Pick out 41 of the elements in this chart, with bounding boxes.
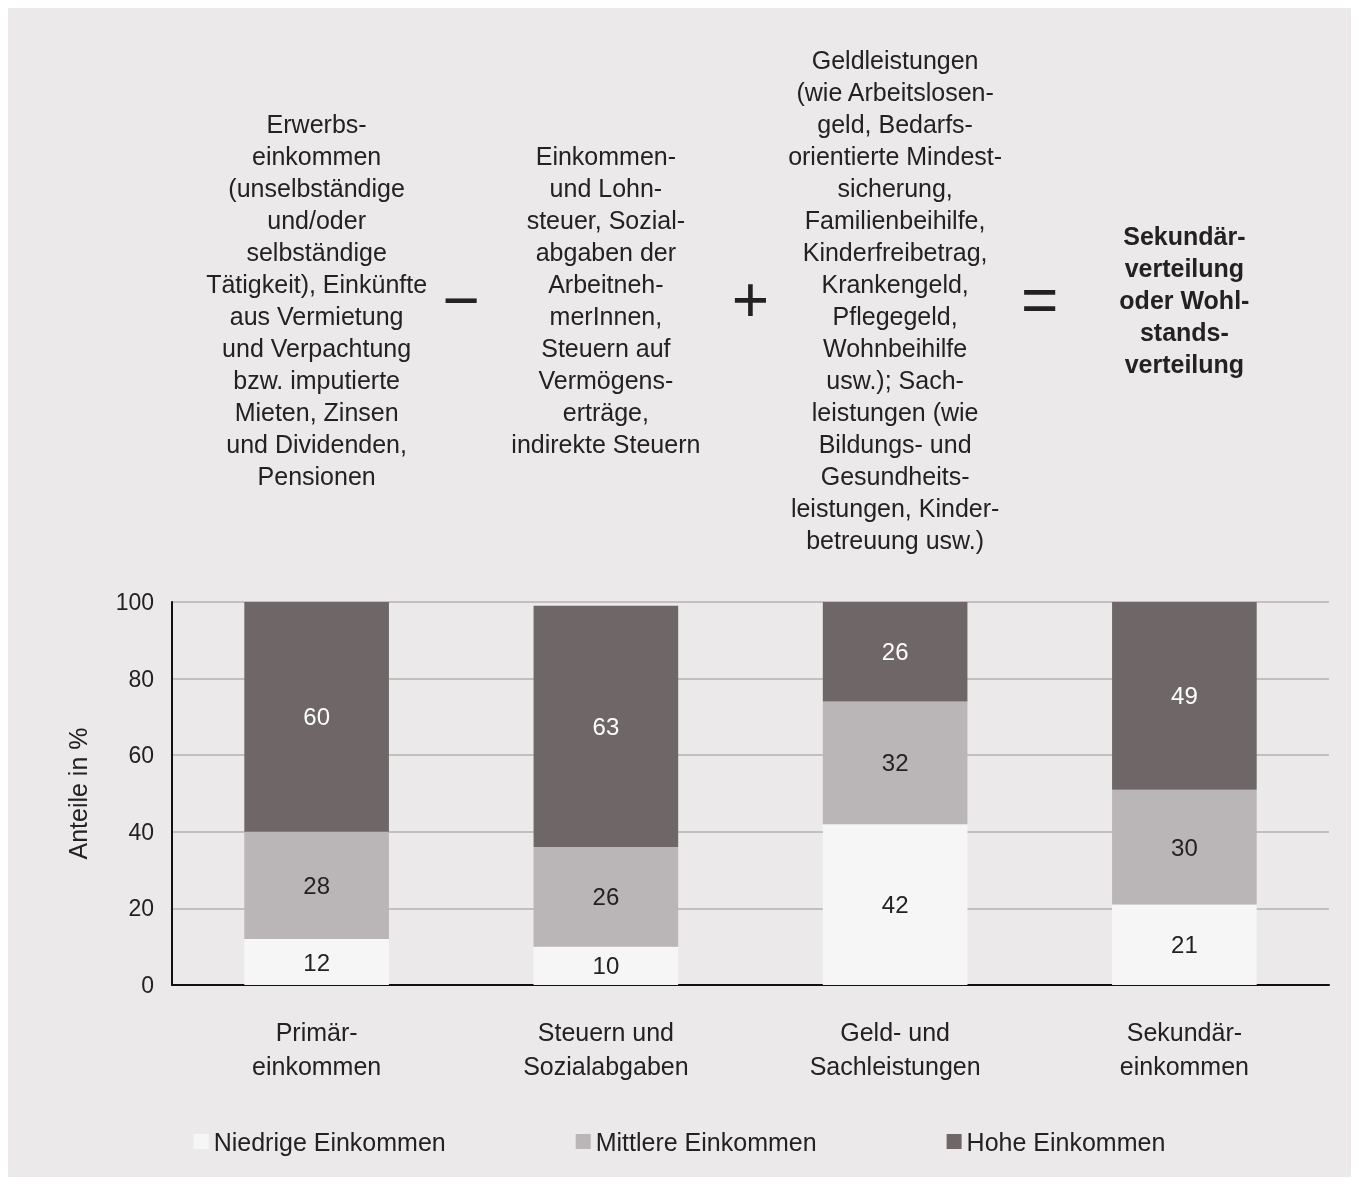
bar — [244, 602, 389, 832]
y-tick-label: 100 — [115, 589, 154, 615]
text: − — [442, 264, 480, 336]
x-tick-label: Steuern und Sozialabgaben — [523, 1018, 689, 1080]
legend-label: Niedrige Einkommen — [213, 1127, 446, 1156]
y-tick-label: 20 — [128, 895, 154, 922]
text: Geldleistungen (wie Arbeitslosen- geld, Bedarfs- orientierte Mindest- sicherung, Familienbeihilfe, Kinderfreibetrag, Krankengeld, Pflegegeld, Wohnbeihilfe usw.); Sach- leistungen (wie Bildungs- und Gesundheits- leistungen, Kinder- betreuung usw.) — [788, 46, 1003, 554]
text: Einkommen- und Lohn- steuer, Sozial- abgaben der Arbeitneh- merInnen, Steuern auf Vermögens- erträge, indirekte Steuern — [511, 142, 701, 458]
y-tick-label: 60 — [128, 742, 154, 769]
data-label: 10 — [592, 952, 620, 980]
data-label: 32 — [881, 749, 909, 777]
bar — [822, 602, 968, 702]
data-label: 63 — [592, 712, 620, 740]
data-label: 21 — [1171, 931, 1198, 959]
text: Erwerbs- einkommen (unselbständige und/oder selbständige Tätigkeit), Einkünfte aus Vermietung und Verpachtung bzw. imputierte Mieten, Zinsen und Dividenden, Pensionen — [206, 110, 428, 490]
data-label: 26 — [881, 638, 909, 666]
bar — [533, 605, 679, 848]
bar — [1112, 602, 1257, 790]
text: Sekundär- verteilung oder Wohl- stands- verteilung — [1119, 221, 1250, 380]
data-label: 26 — [592, 883, 620, 911]
legend-label: Mittlere Einkommen — [595, 1127, 817, 1156]
data-label: 12 — [303, 948, 330, 976]
bar — [244, 939, 389, 985]
text: + — [731, 264, 770, 336]
y-axis-title: Anteile in % — [63, 727, 92, 860]
y-tick-label: 40 — [128, 818, 154, 845]
legend-label: Hohe Einkommen — [966, 1127, 1166, 1156]
data-label: 60 — [303, 703, 330, 731]
bar — [822, 824, 968, 985]
x-tick-label: Primär- einkommen — [252, 1018, 382, 1080]
data-label: 49 — [1171, 682, 1198, 710]
text: = — [1021, 264, 1059, 336]
bar — [1112, 904, 1257, 985]
bar — [533, 946, 679, 985]
y-tick-label: 0 — [141, 972, 154, 998]
data-label: 28 — [303, 871, 330, 899]
data-label: 30 — [1171, 833, 1198, 861]
x-tick-label: Geld- und Sachleistungen — [809, 1018, 981, 1080]
data-label: 42 — [881, 891, 909, 919]
x-tick-label: Sekundär- einkommen — [1119, 1018, 1249, 1080]
y-tick-label: 80 — [128, 665, 154, 692]
